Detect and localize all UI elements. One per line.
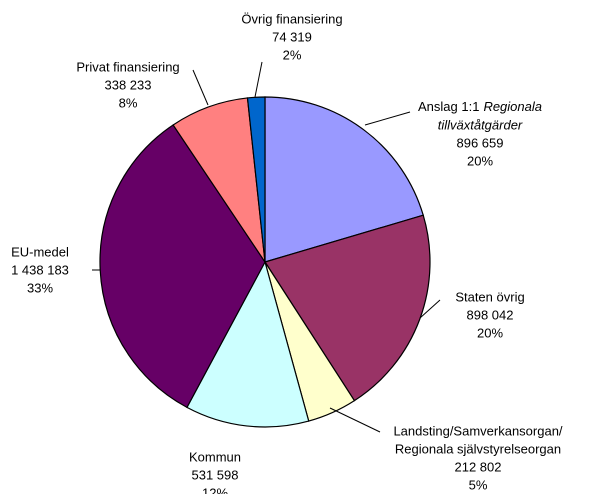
slice-label: Kommun bbox=[189, 449, 241, 464]
percent-label: 8% bbox=[119, 95, 138, 110]
pie-slice bbox=[246, 96, 266, 263]
value-label: 338 233 bbox=[105, 77, 152, 92]
slice-label: Privat finansiering bbox=[76, 59, 179, 74]
slice-label: EU-medel bbox=[11, 244, 69, 259]
value-label: 898 042 bbox=[467, 307, 514, 322]
percent-label: 12% bbox=[202, 485, 228, 494]
slice-label: Landsting/Samverkansorgan/ bbox=[393, 423, 562, 438]
leader-line bbox=[192, 69, 209, 106]
pie-slice bbox=[99, 124, 266, 409]
label-part: Regionala bbox=[483, 99, 542, 114]
leader-line bbox=[254, 61, 263, 98]
leader-line bbox=[364, 111, 411, 126]
percent-label: 20% bbox=[467, 153, 493, 168]
pie-slice bbox=[264, 96, 424, 263]
slice-label: Anslag 1:1 Regionala bbox=[418, 99, 542, 114]
pie-slice bbox=[264, 214, 431, 402]
value-label: 896 659 bbox=[457, 135, 504, 150]
pie-slice bbox=[186, 260, 310, 428]
percent-label: 20% bbox=[477, 325, 503, 340]
slice-label: tillväxtåtgärder bbox=[438, 117, 523, 132]
slice-label: Övrig finansiering bbox=[241, 11, 342, 26]
percent-label: 5% bbox=[469, 477, 488, 492]
label-part: Anslag 1:1 bbox=[418, 99, 479, 114]
leader-line bbox=[329, 407, 381, 433]
slice-label: Regionala självstyrelseorgan bbox=[395, 441, 561, 456]
leader-line bbox=[419, 299, 441, 319]
value-label: 531 598 bbox=[192, 467, 239, 482]
percent-label: 2% bbox=[283, 47, 302, 62]
value-label: 1 438 183 bbox=[11, 262, 69, 277]
value-label: 74 319 bbox=[272, 29, 312, 44]
percent-label: 33% bbox=[27, 280, 53, 295]
slice-label: Staten övrig bbox=[455, 289, 524, 304]
value-label: 212 802 bbox=[455, 459, 502, 474]
